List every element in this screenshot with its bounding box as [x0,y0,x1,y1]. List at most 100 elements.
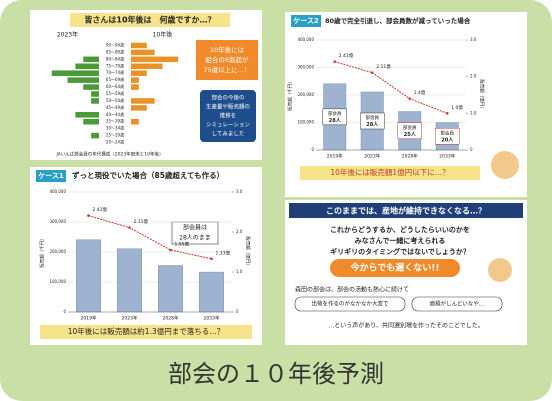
annotation: 部会員は [183,224,207,232]
line-point [446,112,449,115]
category-label: 50～54歳 [106,97,124,103]
bar-label: 部会員 [328,110,342,117]
bar-label: 25人 [404,131,417,138]
bar [91,91,99,97]
bar [131,77,139,83]
bar [68,77,100,83]
line-point [210,258,213,261]
category-label: 30～34歳 [106,125,124,131]
category-label: 85～89歳 [106,48,124,54]
bar [131,50,155,56]
panel-title: 皆さんは10年後は 何歳ですか…？ [84,15,215,25]
category-label: 35～39歳 [106,118,124,124]
bar [91,98,99,104]
banner: 今からでも遅くない!! [350,262,440,274]
series-name: 10年後 [153,31,173,39]
x-tick-label: 2033年 [204,315,220,322]
category-label: 60～64歳 [106,83,124,89]
y2-tick-label: 2.0 [236,229,243,234]
bar [158,266,183,313]
category-label: 45～49歳 [106,104,124,110]
poster: 皆さんは10年後は 何歳ですか…？ 10年後には 組合の6割超が 75歳以上に…… [0,0,552,401]
footer: 10年後には販売額は約1.3億円まで落ちる…？ [68,326,224,336]
line-point [128,226,131,229]
y-tick-label: 100,000 [297,120,314,125]
x-tick-label: 2023年 [364,153,380,160]
y2-axis-label: 販売額（億円） [245,236,252,268]
bar [75,112,99,118]
category-label: 20～24歳 [106,139,124,145]
closing: …という声があり、共同選別場を作ったそのことでした。 [328,322,484,330]
heading: このままでは、産地が維持できなくなる…？ [326,206,486,216]
bar-label: 28人 [329,117,342,124]
bar [131,57,178,63]
bar [83,57,99,63]
source: JAいんば部会員の年代構成（2023年度末と10年後） [55,151,163,158]
bar [75,63,99,69]
bar [131,63,163,69]
line-point [408,97,411,100]
info-line: してみました [212,131,245,138]
x-tick-label: 2019年 [81,315,97,322]
info-line: 推移を [220,112,237,120]
value-label: 2.41億 [339,52,354,59]
panel-title: 80歳で完全引退し、部会員数が減っていった場合 [325,16,471,25]
value-label: 2.11億 [376,63,391,70]
category-label: 25～29歳 [106,132,124,138]
note-line: 10年後には [210,45,245,54]
info-line: 生産量や販売額の [206,103,250,111]
bar-label: 部会員 [441,129,455,136]
story: 森田の部会は、部会の活動も熱心に続けて [295,286,409,294]
category-label: 90～94歳 [106,41,124,47]
caption: 部会の１０年後予測 [168,360,384,388]
x-tick-label: 2023年 [122,315,138,322]
category-label: 40～44歳 [106,111,124,117]
line-point [87,214,90,217]
bar [131,98,155,104]
bar [131,70,147,76]
note-line: 組合の6割超が [205,55,249,64]
bar [199,272,224,312]
y2-axis-label: 販売額（億円） [479,79,486,111]
info-line: シミュレーション [206,123,250,129]
y-tick-label: 400,000 [49,189,66,194]
category-label: 75～79歳 [106,62,124,68]
panel-title: ずっと現役でいた場合（85歳超えても作る） [72,170,224,180]
bar [131,84,139,90]
bubble: 面積がしんどいなや… [430,300,485,308]
message-line: ギリギリのタイミングではないでしょうか？ [330,247,470,256]
mascot [491,151,519,179]
bar-label: 部会員 [366,114,380,121]
value-label: 1.0億 [451,104,463,111]
y2-tick-label: 3.0 [236,189,243,194]
y2-tick-label: 3.0 [470,37,477,42]
y-axis-label: 販売額（千円） [287,79,294,111]
bar [117,249,142,312]
bar [52,70,99,76]
y2-tick-label: 2.0 [470,74,477,79]
x-tick-label: 2019年 [327,153,343,160]
bar [83,119,99,125]
category-label: 65～69歳 [106,76,124,82]
bar [91,133,99,139]
bar [131,119,139,125]
case-tag: ケース2 [293,17,319,25]
bubble: 出荷を作るのがなかなか大変で [311,300,389,308]
y-tick-label: 100,000 [49,279,66,284]
bar-label: 部会員 [403,124,417,131]
case-tag: ケース1 [38,172,64,180]
y-tick-label: 300,000 [49,219,66,224]
category-label: 80～84歳 [106,55,124,61]
bar [131,105,147,111]
value-label: 1.4億 [414,89,426,96]
y-tick-label: 200,000 [297,92,314,97]
x-tick-label: 2028年 [163,315,179,322]
footer: 10年後には販売額1億円以下に…？ [330,167,449,177]
x-tick-label: 2028年 [402,153,418,160]
category-label: 55～59歳 [106,90,124,96]
bar [76,240,101,312]
info-line: 部会の今後の [211,94,244,102]
value-label: 2.41億 [93,206,108,213]
line-point [371,71,374,74]
y2-tick-label: 1.0 [236,269,243,274]
